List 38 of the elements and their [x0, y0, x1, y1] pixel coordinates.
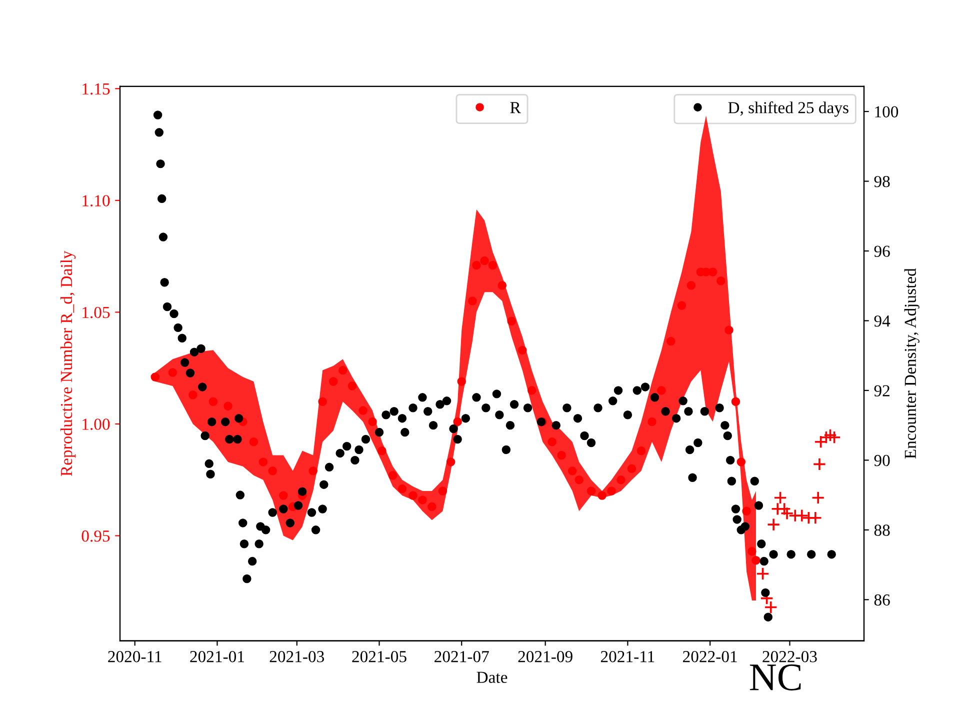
x-axis-title: Date: [476, 672, 508, 683]
y-tick-label: 0.95: [82, 530, 110, 542]
y2-tick-label: 94: [874, 315, 890, 327]
point: [766, 518, 780, 532]
point: [774, 491, 787, 504]
y2-tick-label: 86: [874, 594, 890, 606]
x-tick-label: 2021-11: [600, 651, 654, 662]
x-tick-label: 2021-01: [190, 651, 244, 662]
text: NC: [750, 664, 801, 690]
point: [808, 511, 822, 525]
x-tick-label: 2021-03: [270, 651, 324, 662]
legend-label: R: [510, 102, 521, 114]
point: [780, 506, 794, 520]
x-tick-label: 2022-01: [683, 651, 737, 662]
legend-label: D, shifted 25 days: [728, 101, 848, 117]
point: [828, 430, 842, 444]
y2-tick-label: 88: [874, 524, 890, 536]
y-tick-label: 1.00: [82, 418, 110, 430]
y2-tick-label: 92: [874, 385, 890, 396]
y-axis-title: Reproductive Number R_d, Daily: [60, 250, 76, 476]
y-tick-label: 1.15: [82, 83, 110, 95]
x-tick-label: 2020-11: [108, 651, 162, 662]
x-tick-label: 2021-05: [352, 651, 406, 662]
x-tick-label: 2021-09: [518, 651, 572, 662]
point: [756, 567, 770, 580]
y-tick-label: 1.05: [82, 306, 110, 318]
point: [812, 457, 826, 471]
point: [764, 600, 778, 614]
y2-tick-label: 100: [875, 106, 898, 118]
point: [795, 508, 809, 522]
point: [811, 491, 825, 504]
y2-tick-label: 96: [874, 246, 890, 257]
x-tick-label: 2021-07: [434, 651, 489, 662]
x-tick-label: 2022-03: [762, 651, 817, 662]
y2-axis-title: Encounter Density, Adjusted: [904, 268, 920, 459]
y2-tick-label: 90: [874, 454, 890, 466]
y-tick-label: 1.10: [82, 195, 110, 206]
y2-tick-label: 98: [874, 176, 890, 188]
